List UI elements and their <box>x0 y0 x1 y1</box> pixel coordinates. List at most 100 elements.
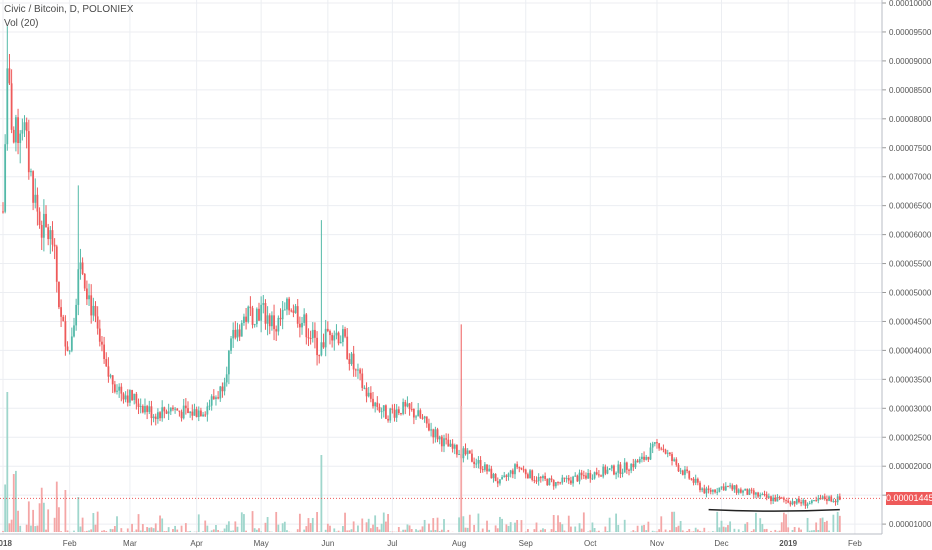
volume-bar <box>563 530 566 532</box>
volume-bar <box>679 520 682 532</box>
volume-bar <box>305 526 308 532</box>
candle-body <box>458 454 460 456</box>
volume-bar <box>73 530 75 532</box>
candle-body <box>320 342 323 356</box>
volume-bar <box>184 523 187 532</box>
y-tick-label: 0.00003000 <box>889 404 932 413</box>
candle-body <box>475 463 478 465</box>
volume-bar <box>180 525 183 532</box>
volume-bar <box>258 528 260 532</box>
volume-bar <box>486 520 488 532</box>
candle-body <box>402 401 405 414</box>
candle-body <box>641 456 643 459</box>
candle-body <box>798 498 800 503</box>
candle-body <box>122 393 125 400</box>
volume-bar <box>8 523 11 532</box>
candle-body <box>563 477 566 479</box>
candle-body <box>675 459 678 465</box>
y-tick-label: 0.00002000 <box>889 462 932 471</box>
candle-body <box>200 410 202 417</box>
candle-body <box>810 500 813 504</box>
candle-body <box>673 459 676 461</box>
candle-body <box>430 429 432 431</box>
candle-body <box>602 466 605 477</box>
candle-body <box>619 464 622 474</box>
volume-bar <box>770 530 772 532</box>
volume-bar <box>281 523 284 532</box>
volume-label: Vol (20) <box>4 18 39 29</box>
volume-bar <box>582 512 585 532</box>
candle-body <box>221 386 224 392</box>
candle-body <box>729 485 732 487</box>
y-tick-label: 0.00009500 <box>889 28 932 37</box>
candle-body <box>98 328 101 342</box>
candle-body <box>68 350 71 352</box>
volume-bar <box>223 528 226 532</box>
candle-body <box>286 298 288 310</box>
candle-body <box>511 470 514 475</box>
candle-body <box>671 454 673 461</box>
candle-body <box>752 490 755 495</box>
candle-body <box>514 464 516 475</box>
candle-body <box>481 469 484 471</box>
volume-bar <box>473 524 476 532</box>
last-price-tag: 0.00001445 <box>886 492 932 506</box>
candle-body <box>77 269 80 305</box>
volume-bar <box>488 529 491 532</box>
volume-bar <box>645 530 648 532</box>
volume-bar <box>204 520 207 532</box>
candle-body <box>165 411 168 414</box>
candle-body <box>73 325 75 337</box>
candle-body <box>585 475 587 479</box>
candle-body <box>505 475 508 477</box>
volume-bar <box>750 530 753 532</box>
volume-bar <box>591 522 594 532</box>
volume-bar <box>813 530 815 532</box>
candle-body <box>105 358 108 367</box>
candle-body <box>821 496 824 500</box>
candle-body <box>617 464 620 473</box>
volume-bar <box>544 529 547 532</box>
volume-bar <box>221 531 224 532</box>
candle-body <box>141 406 144 413</box>
candle-body <box>92 305 95 316</box>
volume-bar <box>436 517 439 532</box>
candle-body <box>139 406 142 408</box>
candle-body <box>488 468 491 472</box>
volume-bar <box>604 526 607 532</box>
candle-body <box>709 489 712 492</box>
candle-body <box>755 492 757 495</box>
candle-body <box>410 408 413 410</box>
volume-bar <box>286 530 288 532</box>
volume-bar <box>514 522 516 532</box>
volume-bar <box>77 497 80 532</box>
volume-bar <box>729 521 732 532</box>
candle-body <box>823 496 826 500</box>
candle-body <box>397 409 400 414</box>
volume-bar <box>481 528 484 532</box>
candle-body <box>206 406 209 415</box>
candle-body <box>294 306 297 313</box>
y-tick-label: 0.00003500 <box>889 375 932 384</box>
candle-body <box>51 230 54 245</box>
candle-body <box>836 496 839 503</box>
volume-bar <box>298 513 301 532</box>
candle-body <box>451 443 454 449</box>
volume-bar <box>367 518 370 532</box>
candle-body <box>615 472 617 475</box>
candle-body <box>393 409 396 418</box>
candle-body <box>208 405 211 407</box>
candle-body <box>813 500 815 502</box>
volume-bar <box>245 530 247 532</box>
volume-bar <box>755 512 757 532</box>
volume-bar <box>574 526 577 532</box>
volume-bar <box>307 518 310 532</box>
volume-bar <box>507 525 510 532</box>
volume-bar <box>6 392 9 532</box>
volume-bar <box>823 522 826 532</box>
candle-body <box>172 407 174 410</box>
volume-bar <box>376 526 379 532</box>
candle-body <box>656 442 658 444</box>
volume-bar <box>656 531 658 532</box>
volume-bar <box>372 524 374 532</box>
